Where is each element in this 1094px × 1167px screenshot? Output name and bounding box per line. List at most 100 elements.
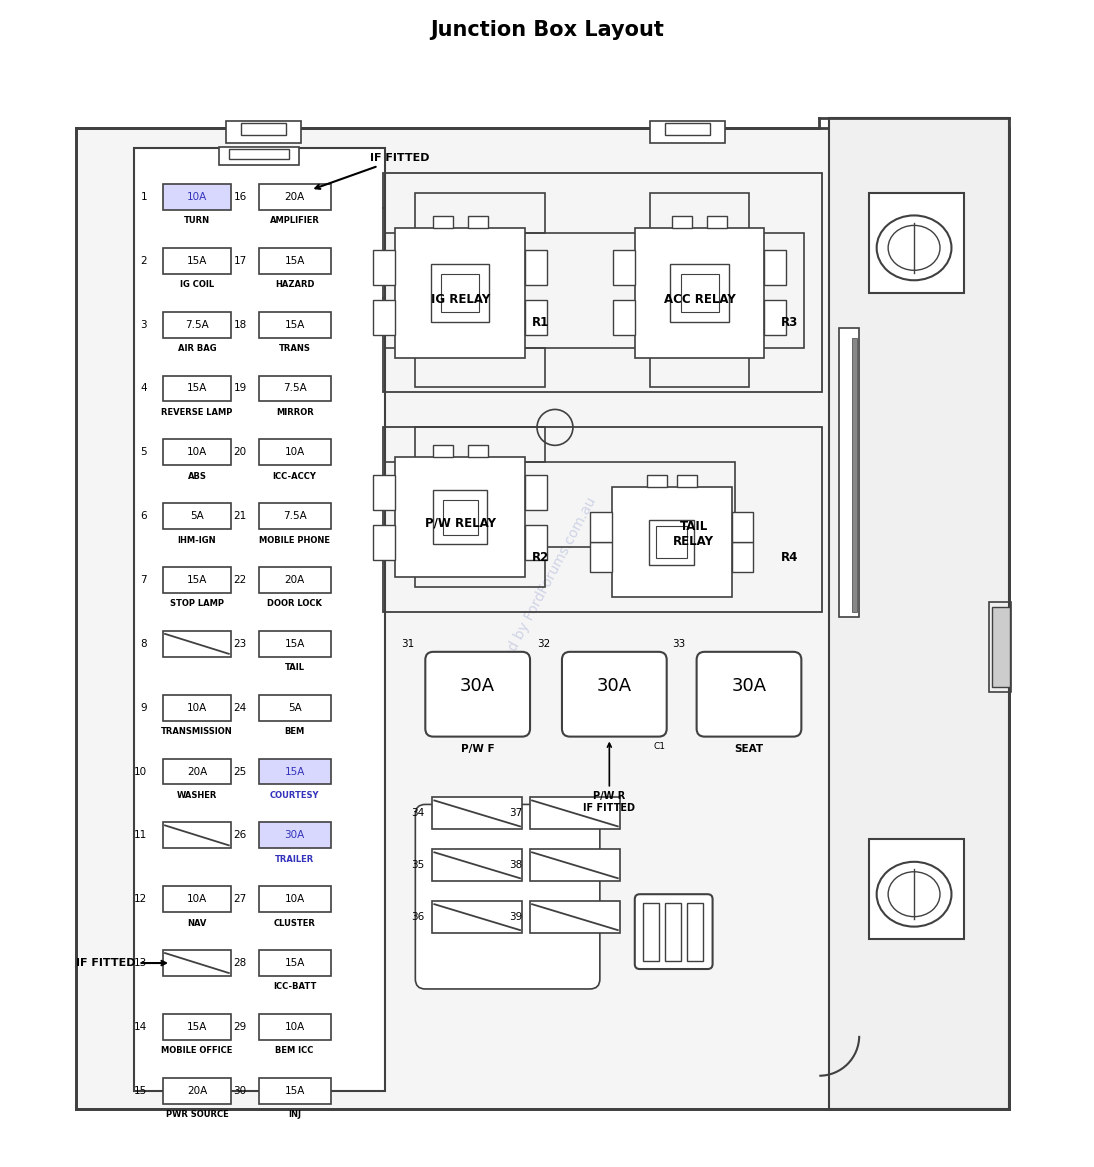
- Text: IG RELAY: IG RELAY: [431, 293, 490, 306]
- Bar: [433, 216, 453, 228]
- Bar: [241, 124, 286, 135]
- Bar: [77, 128, 1009, 1109]
- Bar: [163, 823, 231, 848]
- Bar: [992, 607, 1010, 686]
- Bar: [416, 547, 545, 587]
- Bar: [612, 488, 732, 598]
- Bar: [672, 216, 693, 228]
- FancyBboxPatch shape: [416, 804, 600, 988]
- Bar: [259, 631, 330, 657]
- Bar: [163, 759, 231, 784]
- Bar: [416, 193, 545, 233]
- Bar: [643, 903, 659, 962]
- Text: 20A: 20A: [187, 1085, 207, 1096]
- Bar: [163, 503, 231, 529]
- Text: 30A: 30A: [461, 677, 496, 696]
- Bar: [163, 1078, 231, 1104]
- Text: 10A: 10A: [284, 894, 305, 904]
- Bar: [373, 300, 395, 335]
- Text: 15A: 15A: [284, 1085, 305, 1096]
- Bar: [839, 328, 859, 617]
- Bar: [225, 121, 301, 144]
- Text: 5A: 5A: [190, 511, 203, 522]
- Text: BEM ICC: BEM ICC: [276, 1047, 314, 1055]
- Text: 10A: 10A: [187, 894, 207, 904]
- Text: ABS: ABS: [187, 471, 207, 481]
- Text: 23: 23: [233, 638, 247, 649]
- Text: 20A: 20A: [284, 193, 305, 202]
- Text: R4: R4: [781, 551, 798, 564]
- Text: TRAILER: TRAILER: [275, 854, 314, 864]
- Text: 39: 39: [509, 913, 522, 922]
- Bar: [432, 797, 522, 830]
- Text: 38: 38: [509, 860, 522, 871]
- Bar: [525, 475, 547, 510]
- Text: ACC RELAY: ACC RELAY: [664, 293, 735, 306]
- Bar: [707, 216, 728, 228]
- Text: 35: 35: [411, 860, 424, 871]
- Bar: [395, 457, 525, 576]
- Text: 15A: 15A: [284, 320, 305, 329]
- Bar: [259, 312, 330, 337]
- Bar: [163, 886, 231, 913]
- Bar: [163, 567, 231, 593]
- Text: AMPLIFIER: AMPLIFIER: [270, 216, 319, 225]
- Bar: [671, 264, 729, 322]
- Bar: [531, 850, 620, 881]
- Bar: [259, 376, 330, 401]
- Text: 7.5A: 7.5A: [185, 320, 209, 329]
- Text: 10A: 10A: [284, 1022, 305, 1032]
- Text: 12: 12: [133, 894, 147, 904]
- Text: P/W RELAY: P/W RELAY: [424, 517, 496, 530]
- Text: WASHER: WASHER: [177, 791, 217, 799]
- Bar: [650, 121, 724, 144]
- Bar: [385, 233, 804, 348]
- Bar: [433, 490, 487, 544]
- Text: 14: 14: [133, 1022, 147, 1032]
- Bar: [432, 901, 522, 934]
- Text: IHM-IGN: IHM-IGN: [177, 536, 217, 545]
- Text: 31: 31: [400, 638, 414, 649]
- Text: 1: 1: [140, 193, 147, 202]
- Text: MOBILE OFFICE: MOBILE OFFICE: [161, 1047, 233, 1055]
- Bar: [259, 439, 330, 466]
- Text: 4: 4: [140, 384, 147, 393]
- Bar: [416, 427, 545, 462]
- Text: AIR BAG: AIR BAG: [177, 344, 217, 354]
- Bar: [687, 903, 702, 962]
- Text: 24: 24: [233, 703, 247, 713]
- Bar: [732, 512, 754, 543]
- Text: 25: 25: [233, 767, 247, 776]
- Text: 15A: 15A: [284, 638, 305, 649]
- Bar: [163, 1014, 231, 1040]
- Text: PWR SOURCE: PWR SOURCE: [165, 1110, 229, 1119]
- Bar: [613, 251, 635, 285]
- Text: 18: 18: [233, 320, 247, 329]
- Text: Provided by FordForums.com.au: Provided by FordForums.com.au: [481, 495, 598, 699]
- Text: 10A: 10A: [187, 447, 207, 457]
- Bar: [395, 228, 525, 357]
- Text: REVERSE LAMP: REVERSE LAMP: [161, 408, 233, 417]
- Text: 5: 5: [140, 447, 147, 457]
- Bar: [229, 149, 289, 159]
- Text: 15A: 15A: [187, 256, 207, 266]
- Bar: [650, 348, 749, 387]
- Text: 16: 16: [233, 193, 247, 202]
- Ellipse shape: [888, 225, 940, 271]
- Text: 15A: 15A: [187, 575, 207, 585]
- Bar: [259, 694, 330, 721]
- Bar: [163, 184, 231, 210]
- Bar: [468, 216, 488, 228]
- FancyBboxPatch shape: [426, 652, 531, 736]
- Text: TRANS: TRANS: [279, 344, 311, 354]
- Bar: [829, 118, 1009, 1109]
- Text: 28: 28: [233, 958, 247, 969]
- Bar: [259, 247, 330, 274]
- Text: R2: R2: [532, 551, 549, 564]
- Bar: [431, 264, 489, 322]
- Bar: [732, 543, 754, 572]
- Text: P/W F: P/W F: [461, 743, 494, 754]
- Text: 15A: 15A: [187, 384, 207, 393]
- Text: C1: C1: [654, 742, 666, 752]
- Text: STOP LAMP: STOP LAMP: [170, 600, 224, 608]
